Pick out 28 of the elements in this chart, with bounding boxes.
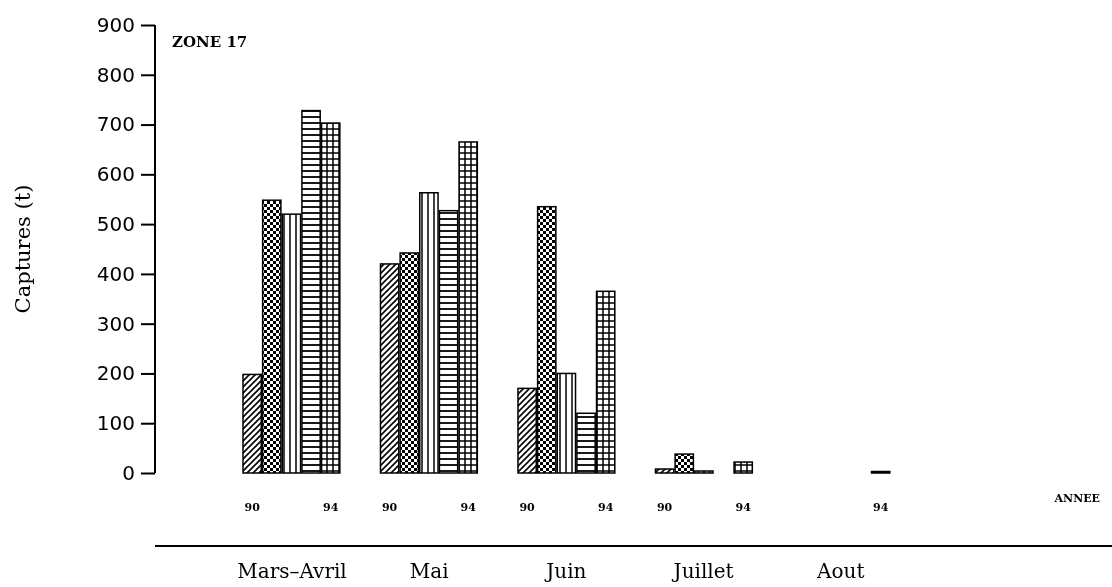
- y-tick-label: 900: [96, 12, 135, 37]
- y-tick-label: 500: [96, 212, 135, 237]
- x-tick-label: 90: [519, 500, 536, 514]
- bar: [733, 461, 754, 474]
- text: Mars–Avril: [237, 559, 347, 583]
- y-tick-label: 700: [96, 112, 135, 137]
- text: ZONE 17: [172, 33, 248, 51]
- y-tick-label: 100: [96, 411, 135, 436]
- text: Juillet: [671, 559, 734, 583]
- y-tick-label: 0: [122, 460, 135, 485]
- x-tick-label: 94: [873, 500, 889, 514]
- text: Mai: [409, 559, 449, 583]
- x-tick-label: 94: [323, 500, 339, 514]
- y-tick-label: 200: [96, 361, 135, 386]
- text: ANNEE: [1053, 492, 1100, 505]
- x-tick-label: 94: [735, 500, 752, 514]
- y-tick-label: 800: [96, 62, 135, 87]
- y-tick-label: 600: [96, 162, 135, 187]
- x-tick-label: 94: [460, 500, 477, 514]
- text: Aout: [816, 559, 865, 583]
- y-tick-label: 400: [96, 261, 135, 286]
- text: Juin: [544, 559, 587, 583]
- x-tick-label: 90: [656, 500, 673, 514]
- x-tick-label: 90: [381, 500, 398, 514]
- x-tick-label: 94: [598, 500, 614, 514]
- x-tick-label: 90: [244, 500, 261, 514]
- y-axis-title: Captures (t): [11, 184, 35, 314]
- y-tick-label: 300: [96, 311, 135, 336]
